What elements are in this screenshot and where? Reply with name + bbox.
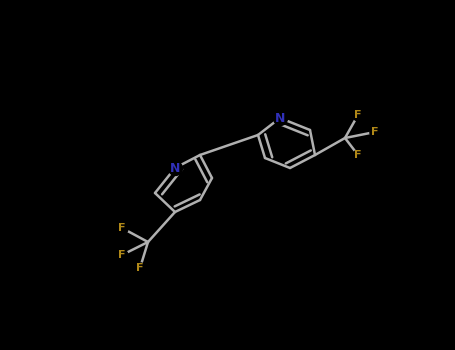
Text: F: F <box>136 263 144 273</box>
Text: F: F <box>118 250 126 260</box>
Text: N: N <box>275 112 285 125</box>
Text: N: N <box>170 161 180 175</box>
Text: F: F <box>118 223 126 233</box>
Text: F: F <box>371 127 379 137</box>
Text: F: F <box>354 150 362 160</box>
Text: F: F <box>354 110 362 120</box>
